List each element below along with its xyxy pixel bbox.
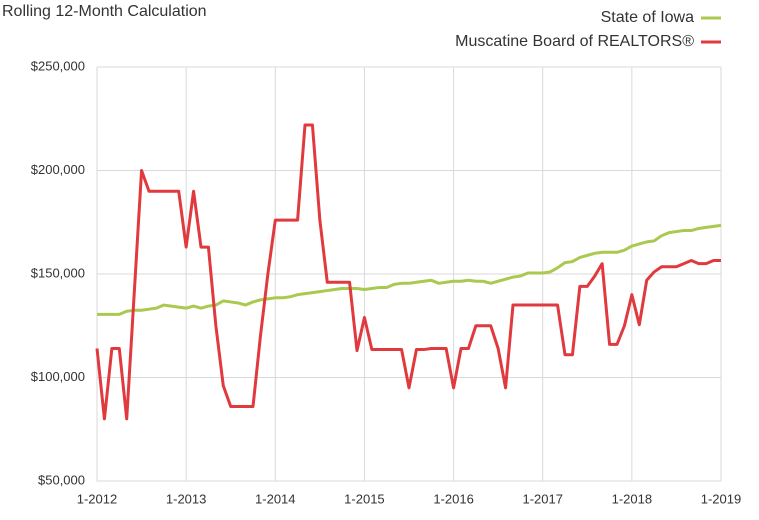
legend-label: Muscatine Board of REALTORS® — [455, 33, 694, 50]
x-tick-label: 1-2013 — [166, 491, 206, 506]
x-tick-label: 1-2019 — [701, 491, 741, 506]
chart-title: Rolling 12-Month Calculation — [2, 3, 207, 20]
y-tick-label: $200,000 — [31, 162, 85, 177]
line-series — [95, 123, 721, 421]
x-tick-label: 1-2012 — [77, 491, 117, 506]
x-tick-label: 1-2016 — [433, 491, 473, 506]
line-series — [97, 223, 722, 316]
y-tick-label: $50,000 — [38, 472, 85, 487]
x-tick-label: 1-2018 — [612, 491, 652, 506]
y-tick-label: $250,000 — [31, 58, 85, 73]
x-tick-label: 1-2014 — [255, 491, 295, 506]
legend-label: State of Iowa — [601, 9, 694, 26]
y-tick-label: $100,000 — [31, 369, 85, 384]
y-tick-label: $150,000 — [31, 265, 85, 280]
x-tick-label: 1-2017 — [522, 491, 562, 506]
x-tick-label: 1-2015 — [344, 491, 384, 506]
